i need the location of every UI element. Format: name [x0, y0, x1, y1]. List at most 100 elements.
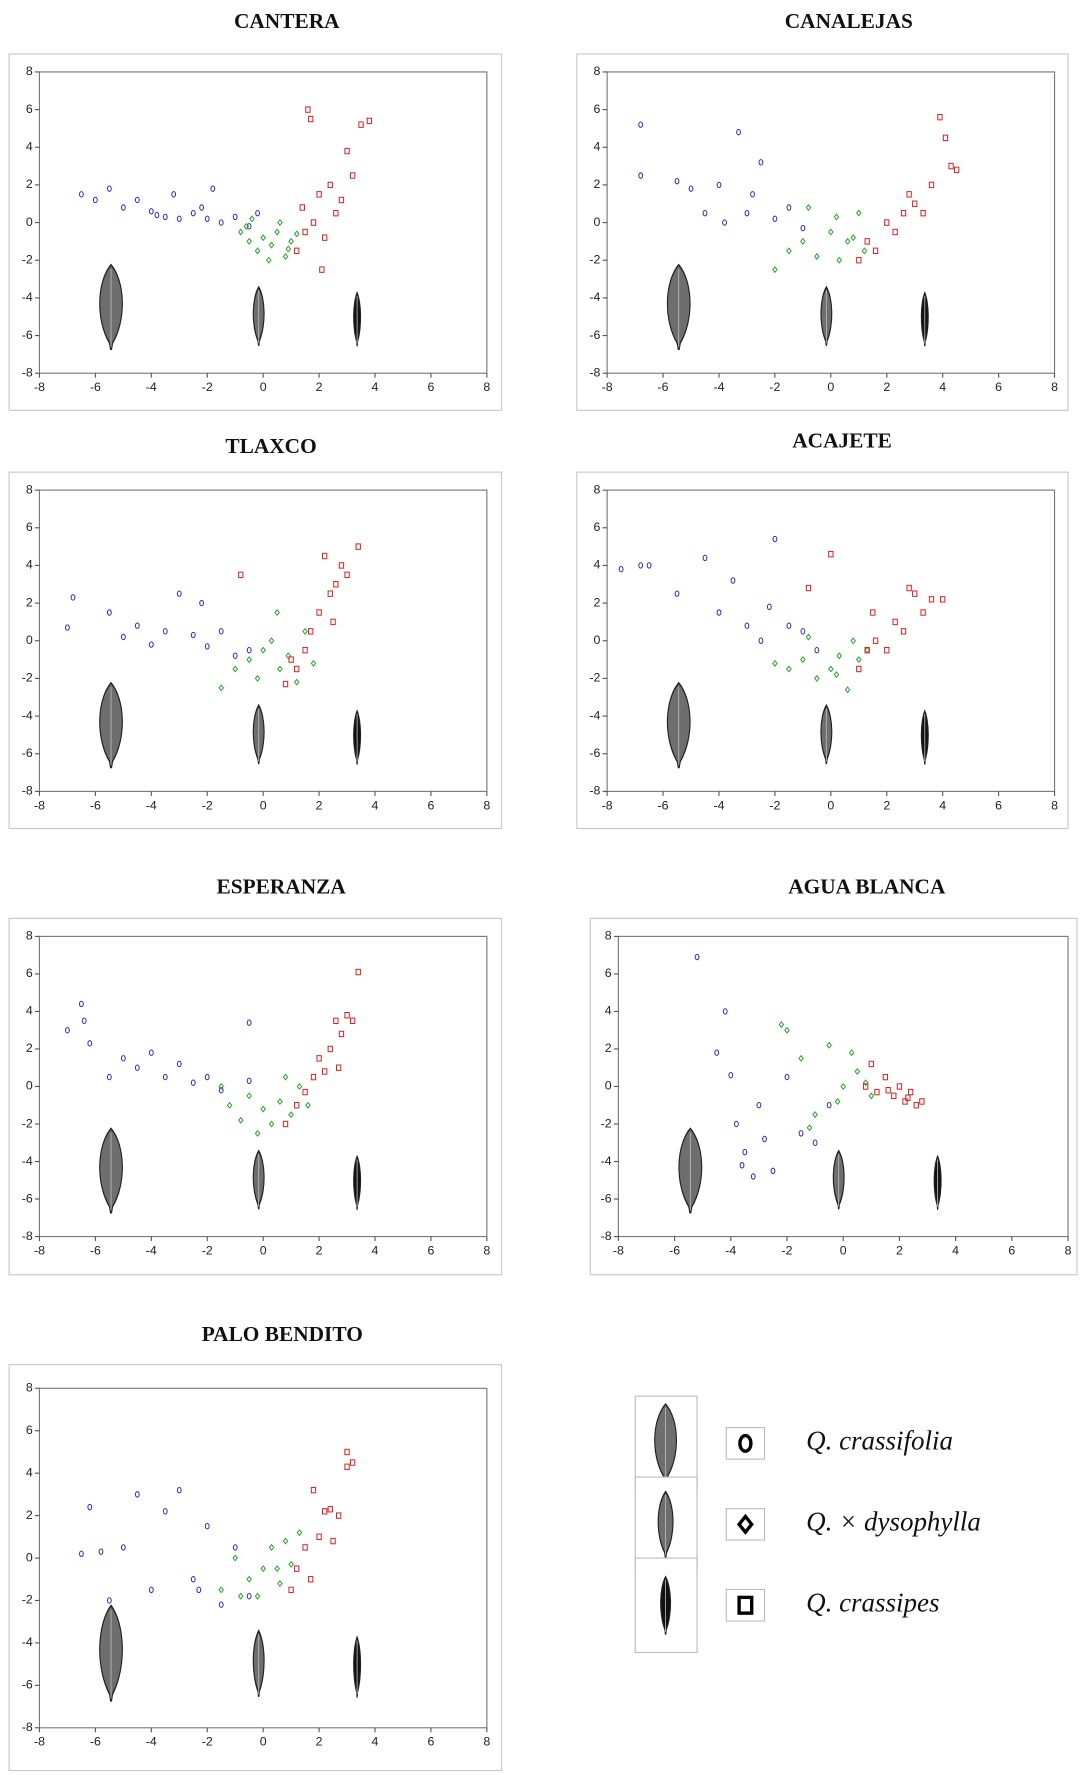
y-tick-label: 2 — [26, 177, 33, 191]
point — [204, 643, 210, 650]
y-tick-label: 2 — [26, 1041, 33, 1055]
point — [218, 219, 224, 226]
point — [176, 1486, 182, 1494]
point — [688, 185, 694, 192]
point — [79, 191, 84, 198]
point — [268, 1120, 275, 1128]
point — [316, 191, 322, 198]
point — [282, 1120, 289, 1128]
leaf-icon — [820, 703, 833, 765]
point — [848, 1049, 855, 1057]
point — [762, 1135, 767, 1143]
chart-title: ESPERANZA — [216, 875, 346, 899]
y-tick-label: -8 — [22, 784, 33, 798]
point — [148, 1586, 154, 1594]
point — [106, 1073, 112, 1081]
point — [277, 1097, 283, 1105]
leaf-icon — [353, 709, 362, 765]
x-tick-label: -8 — [602, 798, 613, 812]
point — [162, 1073, 168, 1081]
leaf-icon — [353, 291, 362, 347]
point — [176, 1060, 182, 1068]
leaf-icon — [660, 1575, 672, 1635]
y-tick-label: 4 — [26, 558, 33, 572]
y-tick-label: 2 — [594, 595, 601, 609]
point — [744, 209, 750, 217]
x-tick-label: -8 — [34, 1243, 45, 1257]
point — [293, 678, 300, 686]
y-tick-label: -4 — [22, 1635, 33, 1649]
x-tick-label: 2 — [316, 1243, 323, 1257]
point — [308, 1576, 314, 1583]
point — [310, 659, 317, 667]
x-tick-label: -6 — [90, 380, 101, 394]
x-tick-label: -4 — [725, 1243, 736, 1257]
chart-title: AGUA BLANCA — [788, 875, 946, 899]
point — [736, 128, 741, 136]
x-tick-label: -2 — [202, 380, 213, 394]
point — [750, 1173, 756, 1180]
point — [302, 228, 308, 236]
point — [862, 1079, 869, 1087]
point — [277, 1579, 283, 1588]
point — [766, 603, 772, 611]
point — [772, 535, 778, 543]
y-tick-label: 2 — [605, 1041, 612, 1055]
point — [330, 618, 336, 626]
point — [738, 1433, 753, 1453]
leaf-icon — [832, 1149, 845, 1210]
point — [218, 628, 224, 635]
y-tick-label: 6 — [26, 966, 33, 980]
leaf-icon — [353, 1635, 362, 1698]
y-tick-label: -2 — [22, 1593, 33, 1607]
point — [327, 1506, 333, 1513]
point — [638, 172, 644, 179]
point — [772, 215, 778, 223]
y-tick-label: 8 — [26, 482, 33, 496]
x-tick-label: -8 — [34, 1735, 45, 1749]
point — [288, 1560, 294, 1568]
x-tick-label: 2 — [883, 380, 890, 394]
point — [912, 590, 918, 597]
point — [800, 628, 806, 635]
point — [772, 659, 778, 667]
x-tick-label: 0 — [260, 1735, 267, 1749]
point — [954, 166, 960, 174]
point — [204, 1523, 210, 1530]
point — [902, 1098, 908, 1105]
x-tick-label: 0 — [840, 1243, 847, 1257]
point — [872, 637, 879, 644]
point — [274, 1565, 280, 1573]
point — [308, 115, 314, 123]
x-tick-label: 6 — [427, 380, 434, 394]
point — [232, 1544, 238, 1551]
point — [274, 228, 280, 236]
chart-title: TLAXCO — [225, 434, 316, 458]
point — [162, 213, 168, 221]
point — [260, 234, 266, 242]
x-tick-label: 6 — [427, 1735, 434, 1749]
point — [756, 1102, 762, 1109]
point — [268, 241, 275, 249]
point — [702, 554, 708, 562]
point — [218, 1082, 225, 1090]
point — [134, 196, 140, 204]
point — [358, 121, 364, 128]
x-tick-label: -8 — [602, 380, 613, 394]
chart-title: CANALEJAS — [785, 9, 913, 33]
point — [294, 665, 300, 673]
point — [928, 596, 935, 603]
point — [327, 181, 333, 189]
y-tick-label: 8 — [26, 1381, 33, 1395]
y-tick-label: -6 — [22, 328, 33, 342]
x-tick-label: 4 — [952, 1243, 959, 1257]
point — [805, 204, 812, 212]
point — [293, 230, 300, 238]
point — [913, 1102, 919, 1109]
point — [260, 1105, 266, 1113]
point — [246, 223, 252, 230]
point — [265, 256, 272, 264]
chart-title: ACAJETE — [792, 428, 892, 452]
point — [294, 1102, 300, 1109]
point — [246, 1092, 252, 1100]
